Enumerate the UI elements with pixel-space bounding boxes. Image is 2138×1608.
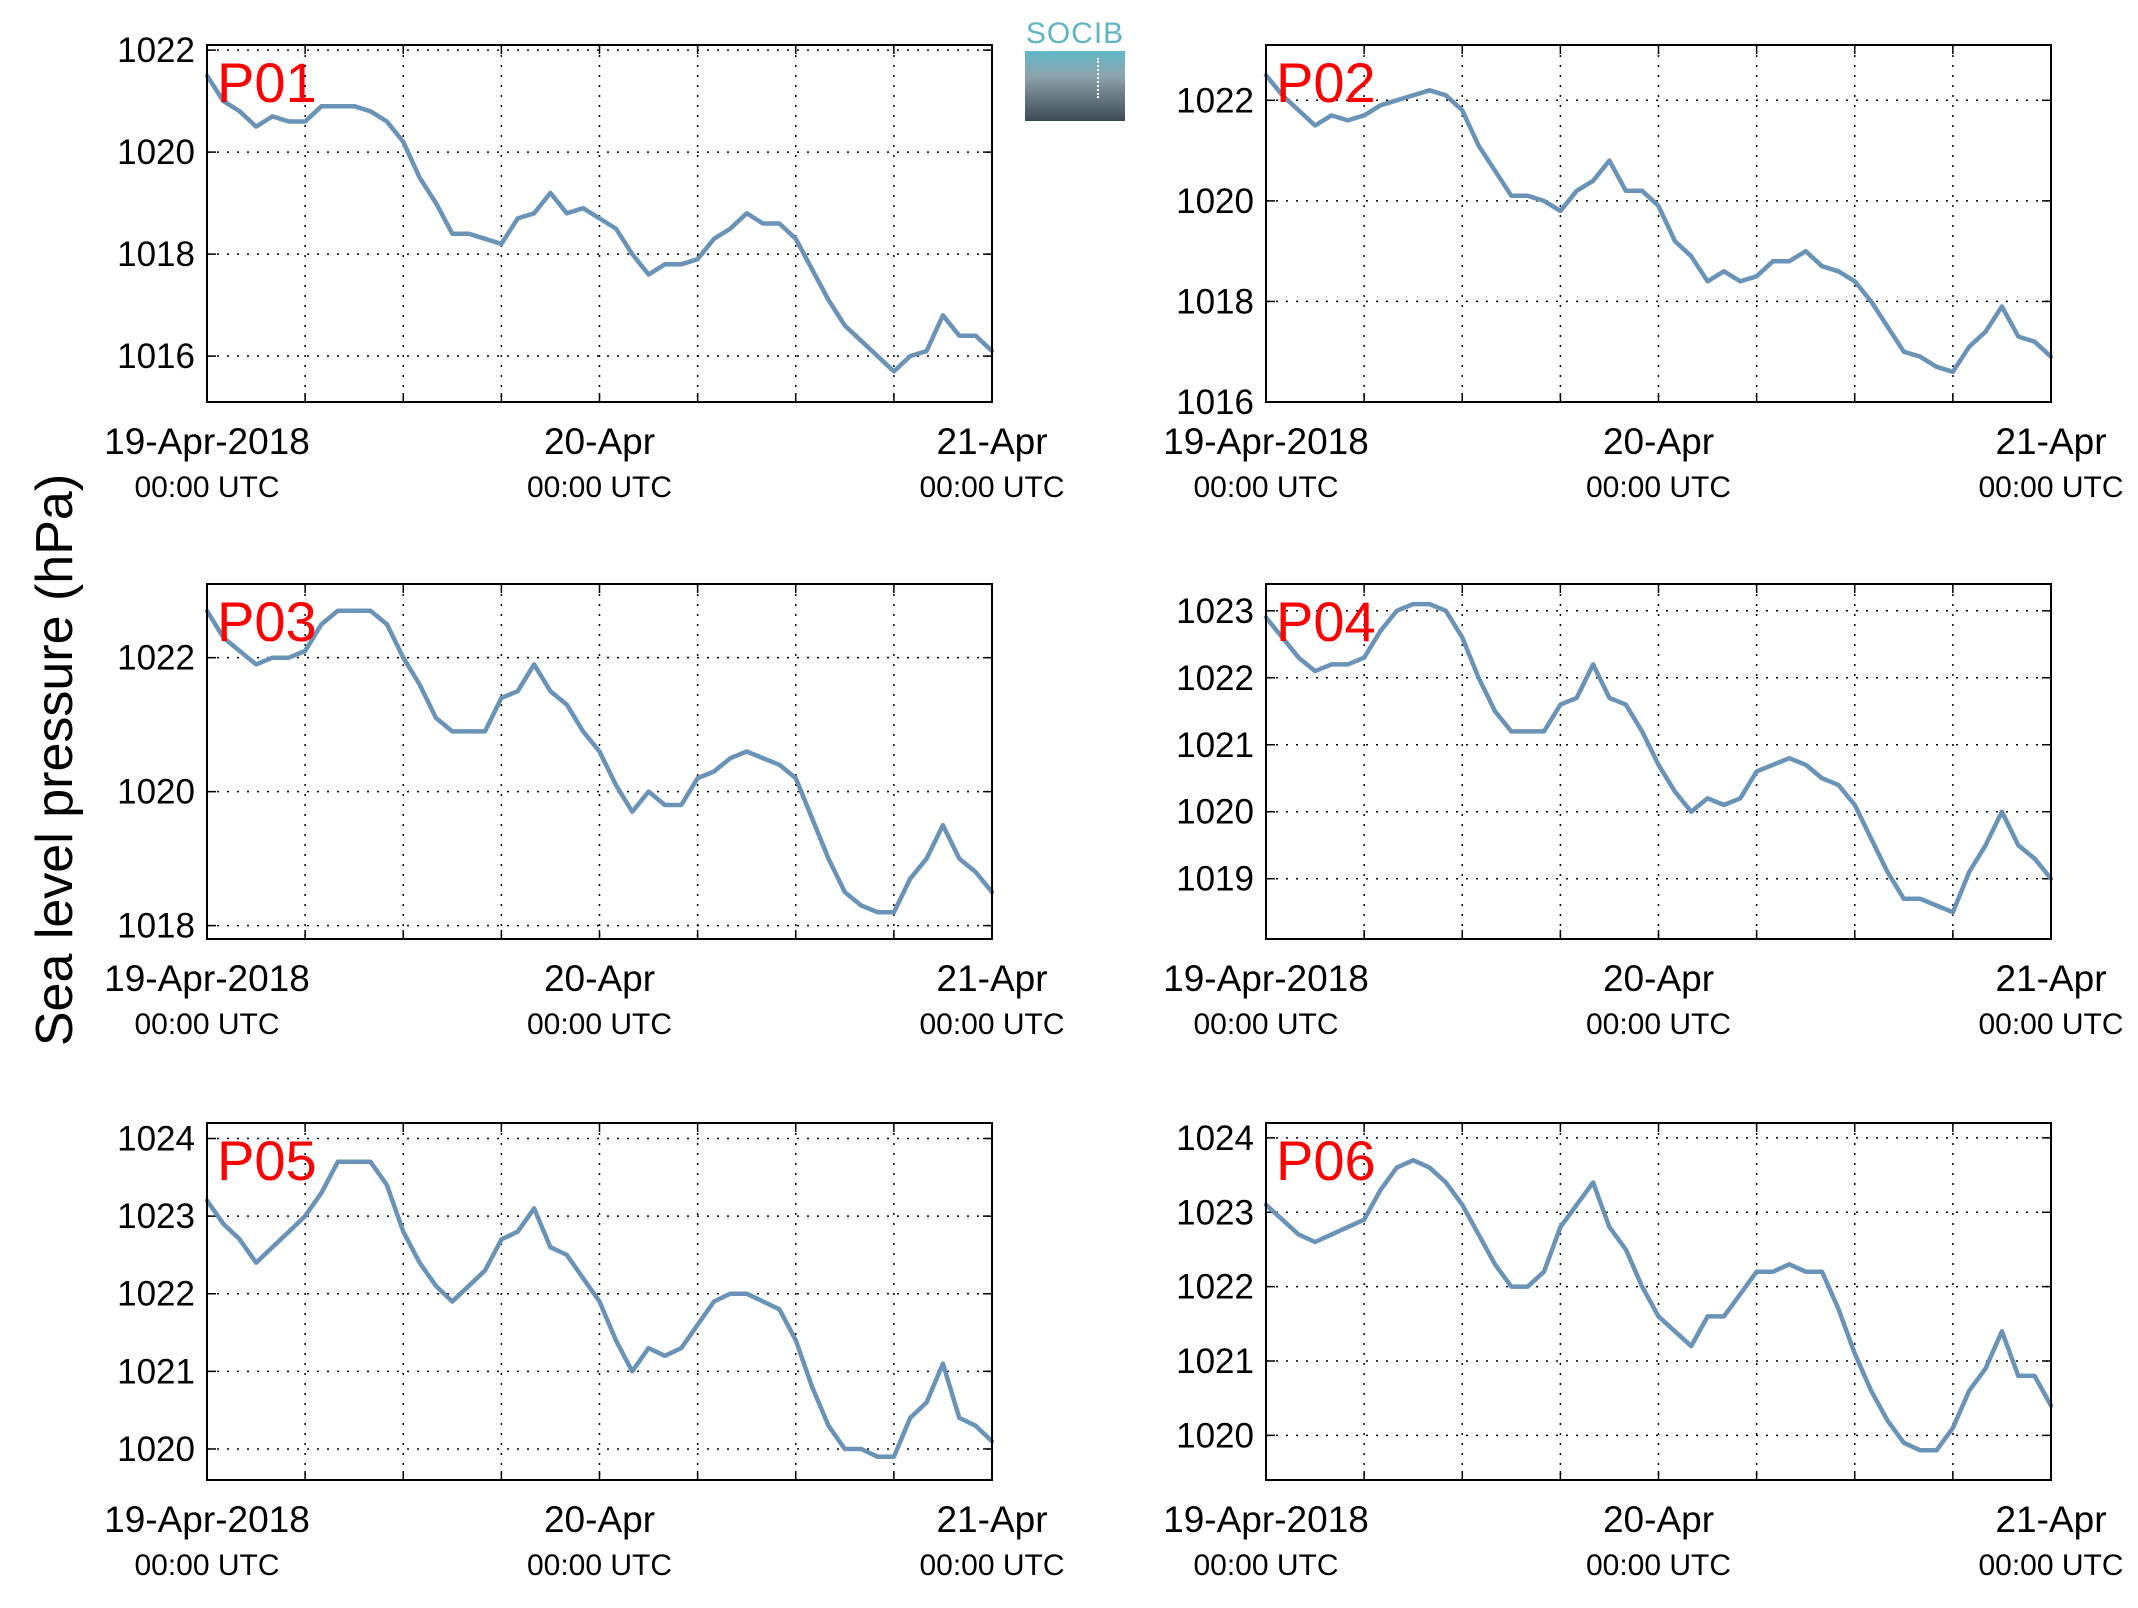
x-tick-label-date: 19-Apr-2018 <box>104 958 310 999</box>
x-tick-label-date: 20-Apr <box>1603 1499 1714 1540</box>
plot-frame <box>1265 44 2052 403</box>
series-line-p03 <box>204 608 995 915</box>
x-tick-label-time: 00:00 UTC <box>919 471 1064 504</box>
socib-logo: SOCIB <box>1025 18 1125 121</box>
plot-frame <box>1265 1122 2052 1481</box>
x-tick-label-date: 19-Apr-2018 <box>1163 421 1369 462</box>
x-tick-label-date: 19-Apr-2018 <box>1163 1499 1369 1540</box>
x-tick-label-time: 00:00 UTC <box>1978 1549 2123 1582</box>
y-tick-label: 1022 <box>1176 659 1254 698</box>
x-tick-label-date: 21-Apr <box>1995 421 2106 462</box>
y-tick-label: 1024 <box>117 1120 195 1159</box>
plot-frame <box>206 1122 993 1481</box>
y-tick-label: 1018 <box>117 235 195 274</box>
y-tick-label: 1018 <box>117 907 195 946</box>
y-tick-label: 1020 <box>117 773 195 812</box>
x-tick-label-date: 21-Apr <box>936 958 1047 999</box>
x-tick-label-time: 00:00 UTC <box>1978 471 2123 504</box>
panel-label-p06: P06 <box>1276 1129 1376 1192</box>
x-tick-label-time: 00:00 UTC <box>1978 1008 2123 1041</box>
x-tick-label-date: 21-Apr <box>1995 1499 2106 1540</box>
logo-text: SOCIB <box>1025 17 1125 50</box>
y-tick-label: 1022 <box>1176 1268 1254 1307</box>
x-tick-label-date: 21-Apr <box>936 421 1047 462</box>
y-tick-label: 1023 <box>117 1197 195 1236</box>
y-tick-label: 1020 <box>117 133 195 172</box>
x-tick-label-date: 20-Apr <box>544 1499 655 1540</box>
series-line-p01 <box>204 73 995 374</box>
series-line-p02 <box>1263 72 2054 375</box>
series-line-p06 <box>1263 1157 2054 1453</box>
plot-frame <box>206 583 993 940</box>
y-tick-label: 1024 <box>1176 1119 1254 1158</box>
x-tick-label-time: 00:00 UTC <box>919 1008 1064 1041</box>
x-tick-label-date: 21-Apr <box>1995 958 2106 999</box>
y-tick-label: 1022 <box>117 639 195 678</box>
x-tick-label-date: 20-Apr <box>544 421 655 462</box>
y-axis-label: Sea level pressure (hPa) <box>26 474 84 1046</box>
x-tick-label-time: 00:00 UTC <box>1586 471 1731 504</box>
panel-p03: 1018 1020 1022 P03 19-Apr-2018 00:00 UTC 20-Ap… <box>104 583 1065 1041</box>
panel-p06: 1020 1021 1022 1023 1024 P06 19-Apr-2018 00:00 … <box>1163 1119 2123 1582</box>
x-tick-label-time: 00:00 UTC <box>527 1008 672 1041</box>
y-tick-label: 1022 <box>117 31 195 70</box>
plot-frame <box>206 44 993 403</box>
x-tick-label-date: 19-Apr-2018 <box>104 1499 310 1540</box>
y-tick-label: 1022 <box>117 1275 195 1314</box>
panel-label-p04: P04 <box>1276 590 1376 653</box>
x-tick-label-time: 00:00 UTC <box>1586 1549 1731 1582</box>
series-line-p05 <box>204 1159 995 1459</box>
logo-dots <box>1097 58 1099 98</box>
plot-frame <box>1265 583 2052 940</box>
x-tick-label-time: 00:00 UTC <box>919 1549 1064 1582</box>
x-tick-label-time: 00:00 UTC <box>1193 1008 1338 1041</box>
x-tick-label-time: 00:00 UTC <box>1193 1549 1338 1582</box>
y-tick-label: 1016 <box>117 337 195 376</box>
x-tick-label-time: 00:00 UTC <box>527 471 672 504</box>
y-tick-label: 1021 <box>1176 1342 1254 1381</box>
x-tick-label-time: 00:00 UTC <box>1193 471 1338 504</box>
y-tick-label: 1020 <box>1176 1416 1254 1455</box>
panel-label-p03: P03 <box>217 590 317 653</box>
x-tick-label-date: 19-Apr-2018 <box>104 421 310 462</box>
y-tick-label: 1023 <box>1176 592 1254 631</box>
x-tick-label-date: 20-Apr <box>1603 958 1714 999</box>
y-tick-label: 1019 <box>1176 860 1254 899</box>
panels: 1016 1018 1020 1022 P01 19-Apr-2018 00:00 UTC 2… <box>104 31 2123 1582</box>
logo-block <box>1025 51 1125 121</box>
x-tick-label-time: 00:00 UTC <box>134 1549 279 1582</box>
y-tick-label: 1020 <box>1176 182 1254 221</box>
y-tick-label: 1023 <box>1176 1193 1254 1232</box>
y-tick-label: 1022 <box>1176 81 1254 120</box>
panel-label-p02: P02 <box>1276 51 1376 114</box>
x-tick-label-date: 20-Apr <box>1603 421 1714 462</box>
x-tick-label-time: 00:00 UTC <box>527 1549 672 1582</box>
series-line-p04 <box>1263 601 2054 915</box>
panel-p01: 1016 1018 1020 1022 P01 19-Apr-2018 00:00 UTC 2… <box>104 31 1064 504</box>
x-tick-label-time: 00:00 UTC <box>1586 1008 1731 1041</box>
y-tick-label: 1016 <box>1176 383 1254 422</box>
x-tick-label-date: 19-Apr-2018 <box>1163 958 1369 999</box>
panel-p04: 1019 1020 1021 1022 1023 P04 19-Apr-2018 00:00 … <box>1163 583 2124 1041</box>
x-tick-label-date: 21-Apr <box>936 1499 1047 1540</box>
panel-p05: 1020 1021 1022 1023 1024 P05 19-Apr-2018 00:00 … <box>104 1120 1064 1582</box>
y-tick-label: 1021 <box>117 1352 195 1391</box>
y-tick-label: 1020 <box>117 1430 195 1469</box>
x-tick-label-date: 20-Apr <box>544 958 655 999</box>
y-tick-label: 1021 <box>1176 726 1254 765</box>
panel-p02: 1016 1018 1020 1022 P02 19-Apr-2018 00:00 UTC 2… <box>1163 44 2124 504</box>
x-tick-label-time: 00:00 UTC <box>134 471 279 504</box>
y-tick-label: 1020 <box>1176 793 1254 832</box>
panel-label-p05: P05 <box>217 1129 317 1192</box>
y-tick-label: 1018 <box>1176 282 1254 321</box>
x-tick-label-time: 00:00 UTC <box>134 1008 279 1041</box>
panel-label-p01: P01 <box>217 51 317 114</box>
